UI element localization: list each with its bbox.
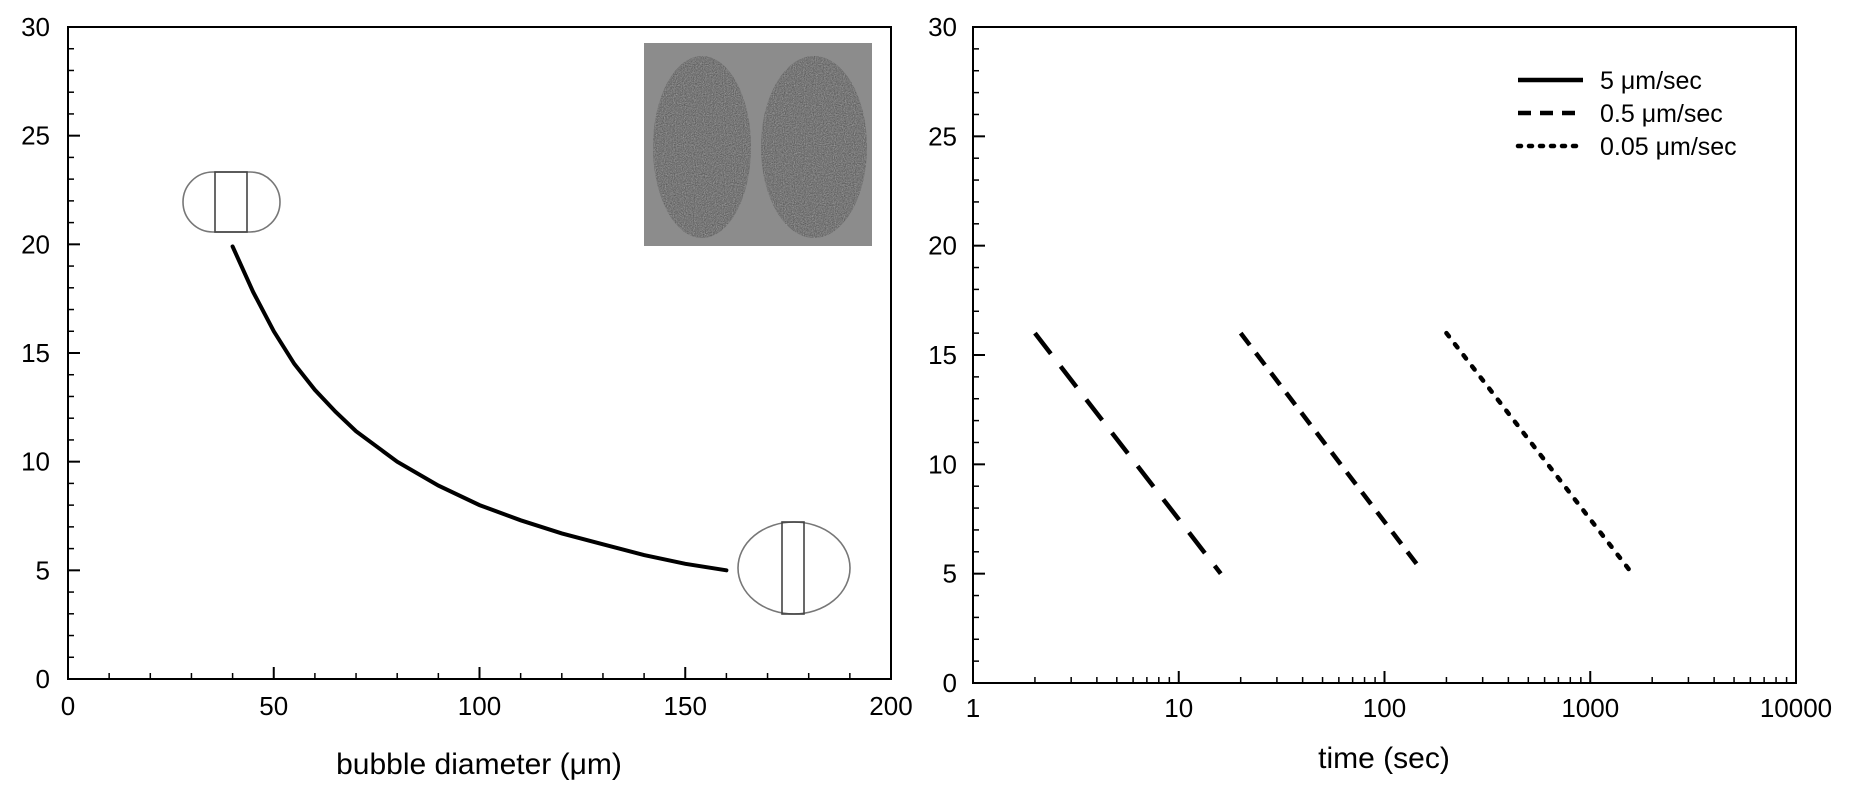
series-line-bubble-curve (230, 244, 729, 573)
legend: 5 μm/sec 0.5 μm/sec 0.05 μm/sec (1515, 67, 1737, 161)
y-tick-label: 25 (928, 121, 957, 151)
x-tick-label: 200 (869, 691, 912, 721)
tick-labels: 0 50 100 150 200 0 5 10 15 20 25 30 (21, 12, 913, 721)
x-tick-label: 100 (458, 691, 501, 721)
major-ticks (972, 26, 1797, 684)
y-tick-label: 10 (21, 447, 50, 477)
y-tick-label: 30 (928, 12, 957, 42)
legend-label-2: 0.5 μm/sec (1600, 100, 1723, 128)
chart-bubble-diameter: 0 50 100 150 200 0 5 10 15 20 25 30 bubble diameter… (21, 12, 913, 781)
x-tick-label: 150 (664, 691, 707, 721)
y-tick-label: 0 (36, 664, 50, 694)
series-line-2 (1238, 331, 1423, 571)
micrograph-inset (644, 43, 872, 246)
y-tick-label: 15 (21, 338, 50, 368)
series-lines (1033, 330, 1635, 576)
x-tick-label: 1 (966, 693, 980, 723)
legend-label-3: 0.05 μm/sec (1600, 133, 1737, 161)
bubble-sketch-large-icon (737, 521, 851, 615)
chart-time: 1 10 100 1000 10000 0 5 10 15 20 25 30 5 μm/sec 0.5 … (928, 12, 1832, 775)
y-tick-label: 20 (21, 229, 50, 259)
x-tick-label: 50 (259, 691, 288, 721)
bubble-sketch-small-icon (182, 171, 281, 233)
y-tick-label: 5 (943, 559, 957, 589)
major-ticks (67, 26, 892, 680)
legend-label-1: 5 μm/sec (1600, 67, 1702, 95)
y-tick-label: 30 (21, 12, 50, 42)
x-tick-label: 10 (1164, 693, 1193, 723)
y-tick-label: 20 (928, 231, 957, 261)
y-tick-label: 10 (928, 449, 957, 479)
x-tick-label: 1000 (1561, 693, 1619, 723)
x-tick-label: 0 (61, 691, 75, 721)
y-tick-label: 25 (21, 121, 50, 151)
y-tick-label: 15 (928, 340, 957, 370)
series-line-3 (1444, 330, 1635, 576)
minor-ticks (973, 48, 1788, 683)
x-axis-title: time (sec) (1318, 742, 1450, 775)
series-line-1 (1033, 331, 1223, 576)
x-tick-label: 10000 (1760, 693, 1832, 723)
minor-ticks (68, 47, 851, 679)
x-axis-title: bubble diameter (μm) (336, 748, 622, 781)
y-tick-label: 0 (943, 668, 957, 698)
x-tick-label: 100 (1363, 693, 1406, 723)
tick-labels: 1 10 100 1000 10000 0 5 10 15 20 25 30 (928, 12, 1832, 723)
y-tick-label: 5 (36, 555, 50, 585)
